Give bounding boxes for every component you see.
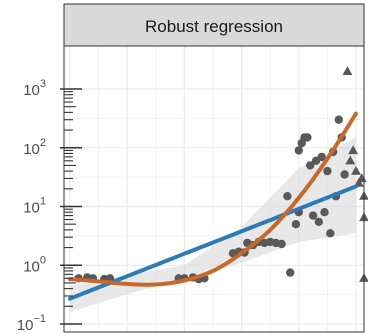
y-tick-base-1: 10: [23, 258, 40, 275]
data-point-circle-22: [291, 220, 301, 229]
strip-background: [63, 3, 365, 47]
data-point-triangle-3: [351, 165, 361, 175]
data-point-circle-20: [283, 192, 292, 201]
y-tick-exponent-4: 3: [40, 78, 46, 90]
data-point-circle-29: [308, 211, 318, 220]
data-point-circle-34: [323, 166, 332, 176]
y-tick-exponent-0: −1: [33, 313, 46, 325]
loess-fit-line: [68, 111, 358, 287]
data-point-triangle-0: [342, 66, 353, 75]
y-tick-base-2: 10: [23, 200, 40, 217]
data-point-circle-38: [334, 115, 343, 124]
y-tick-exponent-2: 1: [40, 196, 46, 208]
y-tick-label-1: 100: [23, 254, 46, 275]
data-point-triangle-2: [348, 145, 359, 155]
y-tick-base-4: 10: [23, 82, 40, 99]
y-tick-base-3: 10: [23, 141, 40, 158]
data-point-circle-40: [340, 170, 349, 179]
data-point-circle-35: [326, 229, 335, 238]
data-point-circle-24: [294, 146, 303, 155]
data-point-triangle-1: [345, 155, 356, 165]
data-point-circle-19: [277, 239, 286, 249]
data-point-circle-27: [303, 133, 312, 142]
data-point-circle-32: [317, 152, 326, 162]
robust-fit-line: [68, 184, 358, 301]
fit-lines-layer: [68, 111, 358, 301]
data-point-circle-31: [314, 217, 323, 226]
data-point-circle-28: [306, 161, 315, 170]
y-tick-base-0: 10: [17, 317, 34, 334]
y-tick-exponent-3: 2: [40, 137, 46, 149]
data-point-circle-21: [286, 268, 295, 277]
data-point-circle-33: [320, 208, 329, 217]
y-tick-label-3: 102: [23, 137, 46, 158]
y-tick-label-2: 101: [23, 196, 46, 217]
facet-label: Robust regression: [145, 17, 283, 36]
y-tick-label-4: 103: [23, 78, 46, 99]
y-tick-exponent-1: 0: [40, 254, 46, 266]
y-tick-label-0: 10−1: [17, 313, 46, 334]
